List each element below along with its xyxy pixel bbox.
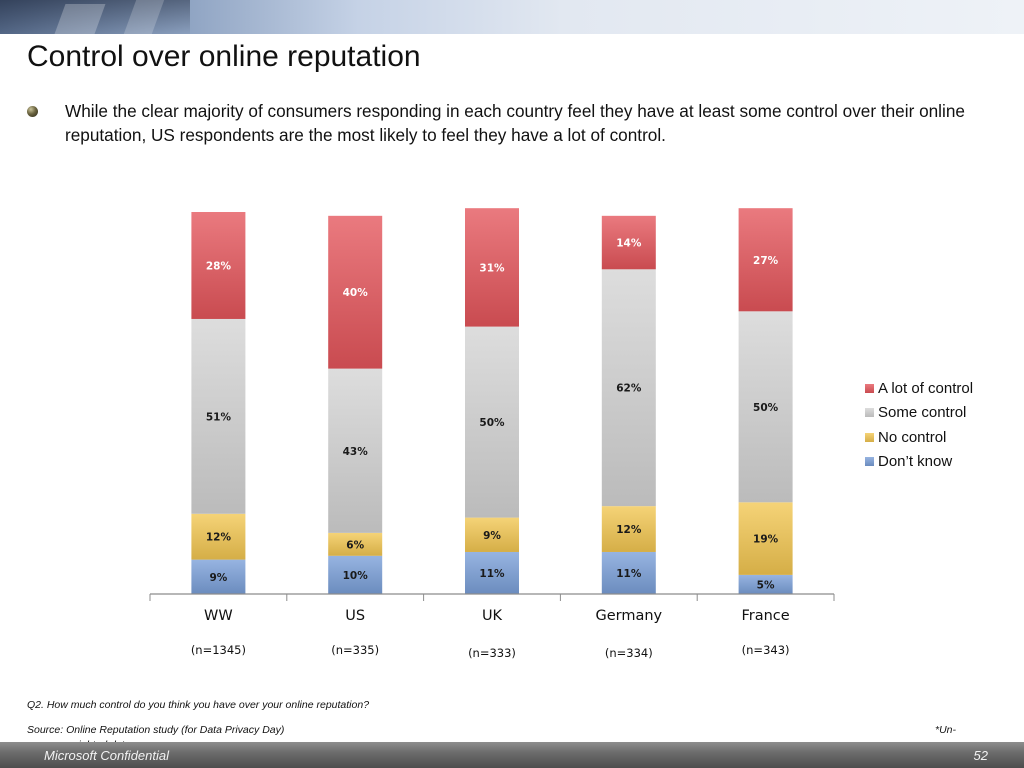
bar-segment-no-control-uk	[465, 517, 519, 552]
unweighted-note: *Un-	[935, 724, 957, 736]
page-number: 52	[973, 748, 988, 763]
legend-swatch	[865, 457, 874, 467]
bar-segment-some-control-germany	[601, 269, 656, 507]
legend-label: Some control	[878, 404, 967, 422]
legend-item: A lot of control	[865, 376, 973, 401]
sample-size-label: (n=335)	[331, 643, 379, 657]
bar-segment-some-control-france	[738, 311, 793, 503]
bar-segment-some-control-uk	[465, 326, 519, 518]
bar-segment-no-control-germany	[601, 506, 656, 552]
bar-segment-a-lot-of-control-germany	[601, 215, 656, 270]
bullet-text: While the clear majority of consumers re…	[65, 101, 965, 145]
data-label: 14%	[616, 238, 642, 250]
sample-size-label: (n=1345)	[191, 643, 246, 657]
data-label: 10%	[343, 570, 369, 582]
legend-item: Don’t know	[865, 450, 973, 475]
data-label: 9%	[483, 530, 501, 542]
sample-size-label: (n=333)	[468, 646, 516, 660]
footer-label: Microsoft Confidential	[44, 748, 169, 763]
data-label: 27%	[753, 255, 779, 267]
data-label: 5%	[757, 579, 775, 591]
category-label: France	[741, 608, 789, 624]
data-label: 12%	[206, 532, 232, 544]
data-label: 43%	[343, 446, 369, 458]
banner-shade	[0, 0, 190, 34]
bar-segment-don-t-know-france	[738, 574, 793, 594]
data-label: 50%	[479, 417, 505, 429]
bar-segment-don-t-know-us	[328, 555, 383, 594]
bar-segment-don-t-know-germany	[601, 551, 656, 594]
bar-segment-a-lot-of-control-france	[738, 208, 793, 312]
bar-segment-a-lot-of-control-uk	[465, 208, 519, 327]
data-label: 11%	[479, 568, 505, 580]
bar-segment-don-t-know-ww	[191, 559, 246, 594]
sample-size-label: (n=343)	[742, 643, 790, 657]
footer-bar: Microsoft Confidential 52	[0, 742, 1024, 768]
legend-swatch	[865, 432, 874, 442]
legend-label: A lot of control	[878, 379, 974, 397]
legend-swatch	[865, 383, 874, 393]
legend-item: No control	[865, 425, 973, 450]
legend-label: Don’t know	[878, 453, 953, 471]
category-label: WW	[204, 608, 233, 624]
category-label: Germany	[595, 608, 662, 624]
source-note: Source: Online Reputation study (for Dat…	[27, 724, 285, 736]
bar-segment-some-control-us	[328, 368, 383, 533]
legend-swatch	[865, 408, 874, 418]
data-label: 11%	[616, 568, 642, 580]
bar-segment-no-control-ww	[191, 513, 246, 560]
data-label: 51%	[206, 411, 232, 423]
data-label: 28%	[206, 260, 232, 272]
data-label: 50%	[753, 402, 779, 414]
data-label: 12%	[616, 524, 642, 536]
bar-segment-don-t-know-uk	[465, 551, 519, 594]
bar-segment-some-control-ww	[191, 318, 246, 514]
data-label: 6%	[346, 539, 364, 551]
bar-segment-a-lot-of-control-us	[328, 215, 383, 369]
sample-size-label: (n=334)	[605, 646, 653, 660]
top-banner	[0, 0, 1024, 34]
data-label: 40%	[343, 287, 369, 299]
data-label: 19%	[753, 534, 779, 546]
bar-segment-no-control-france	[738, 502, 793, 575]
chart-legend: A lot of control Some control No control Do…	[865, 376, 973, 474]
data-label: 31%	[479, 262, 505, 274]
bar-segment-no-control-us	[328, 532, 383, 556]
data-label: 62%	[616, 383, 642, 395]
legend-label: No control	[878, 428, 947, 446]
bullet-icon	[27, 106, 38, 117]
data-label: 9%	[209, 572, 227, 584]
question-note: Q2. How much control do you think you ha…	[27, 699, 370, 711]
slide-title: Control over online reputation	[27, 40, 421, 73]
category-label: UK	[482, 608, 503, 624]
category-label: US	[345, 608, 365, 624]
bar-segment-a-lot-of-control-ww	[191, 212, 246, 319]
legend-item: Some control	[865, 401, 973, 426]
